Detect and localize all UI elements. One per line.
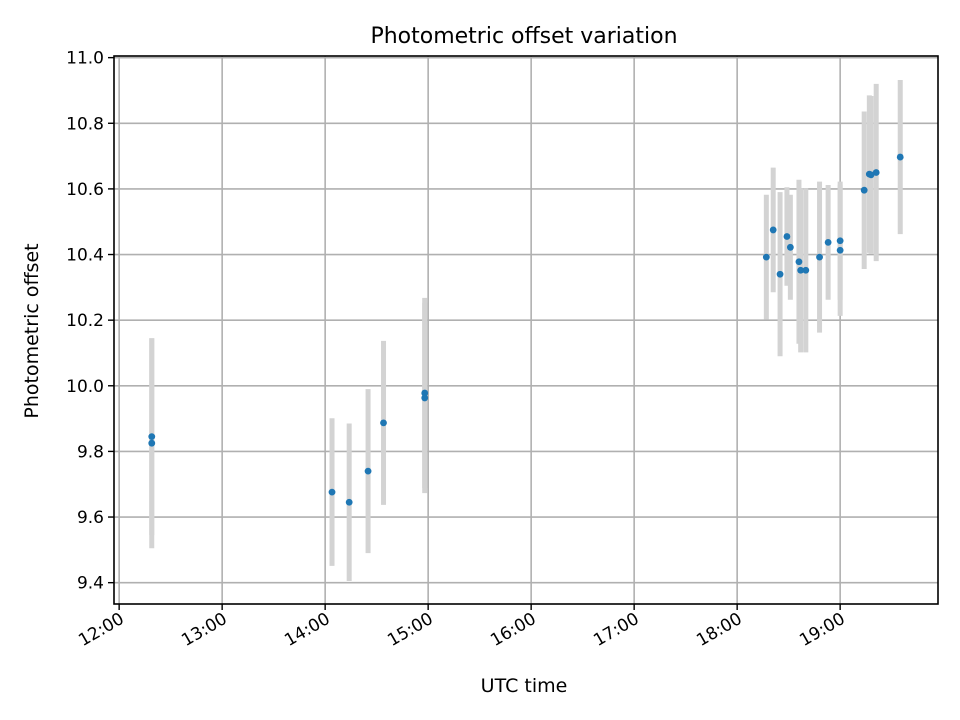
x-tick-label: 16:00 [487,609,539,651]
point-layer [148,153,904,506]
y-tick-label: 9.6 [77,508,104,528]
x-axis-label: UTC time [481,675,568,697]
data-point [783,233,791,240]
x-tick-label: 14:00 [281,609,333,651]
data-point [802,266,810,274]
chart-title: Photometric offset variation [370,24,677,49]
data-point [816,253,823,261]
data-point [896,153,904,161]
data-point [762,253,770,261]
y-tick-label: 10.6 [66,180,104,200]
data-point [867,171,875,179]
y-tick-label: 11.0 [66,49,104,69]
data-point [797,266,805,274]
data-point [872,169,880,176]
plot-background [114,56,938,604]
data-point [328,488,336,496]
x-tick-label: 18:00 [693,609,745,651]
data-point [364,467,372,475]
y-tick-label: 10.0 [66,377,104,397]
data-point [421,394,429,402]
data-point [421,389,429,397]
x-tick-label: 13:00 [178,609,230,651]
y-tick-label: 9.8 [77,442,104,462]
data-point [148,439,156,447]
data-point [795,258,803,266]
y-tick-label: 10.4 [66,246,104,266]
data-point [345,498,353,506]
data-point [836,246,844,254]
data-point [786,243,794,251]
data-point [380,419,387,427]
data-point [824,238,832,246]
y-axis-label: Photometric offset [21,243,43,418]
x-tick-label: 17:00 [590,609,642,651]
y-tick-label: 10.8 [66,114,104,134]
x-tick-label: 12:00 [75,609,127,651]
x-tick-label: 15:00 [384,609,436,651]
data-point [776,270,784,278]
y-tick-label: 9.4 [77,574,104,594]
data-point [769,226,777,234]
data-point [860,186,868,194]
data-point [148,433,156,441]
x-tick-label: 19:00 [796,609,848,651]
y-tick-label: 10.2 [66,311,104,331]
plot-frame [113,55,939,605]
data-point [836,237,844,245]
